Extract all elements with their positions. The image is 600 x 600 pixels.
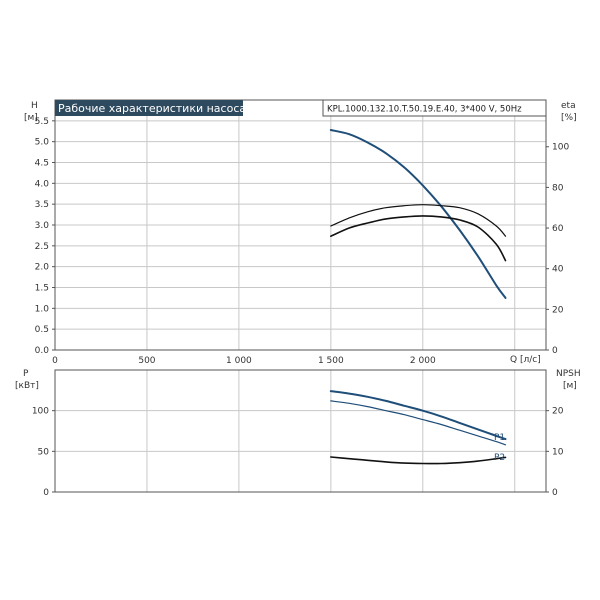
model-label: KPL.1000.132.10.T.50.19.E.40, 3*400 V, 5… <box>327 105 522 115</box>
eta-axis-label: eta <box>561 101 576 111</box>
top-x-tick-label: 500 <box>138 356 155 366</box>
top-left-tick-label: 0.5 <box>35 325 49 335</box>
bottom-left-tick-label: 0 <box>43 488 49 498</box>
top-left-tick-label: 0.0 <box>35 346 50 356</box>
head-axis-label: H <box>31 101 38 111</box>
top-right-tick-label: 60 <box>552 224 564 234</box>
series-label-p2: P2 <box>494 453 505 463</box>
top-right-tick-label: 40 <box>552 265 564 275</box>
bottom-left-tick-label: 50 <box>38 447 50 457</box>
head-axis-unit: [м] <box>24 113 38 123</box>
bottom-series-layer <box>329 390 507 465</box>
bottom-right-tick-label: 0 <box>552 488 558 498</box>
bottom-left-tick-label: 100 <box>32 407 49 417</box>
model-label-box <box>322 99 547 117</box>
top-left-tick-label: 3.5 <box>35 200 49 210</box>
npsh-axis-label: NPSH <box>556 369 581 379</box>
chart-title-background <box>55 100 243 116</box>
top-right-tick-label: 80 <box>552 183 564 193</box>
top-left-tick-label: 5.0 <box>35 138 50 148</box>
top-right-tick-label: 100 <box>552 143 569 153</box>
bottom-series-1-curve <box>330 400 507 446</box>
top-grid <box>54 100 546 351</box>
chart-title: Рабочие характеристики насоса <box>58 102 246 115</box>
top-left-tick-label: 2.0 <box>35 263 50 273</box>
npsh-axis-unit: [м] <box>563 381 577 391</box>
bottom-right-tick-label: 10 <box>552 447 564 457</box>
eta-axis-unit: [%] <box>561 113 577 123</box>
bottom-right-tick-label: 20 <box>552 407 564 417</box>
top-series-0-curve <box>329 129 507 299</box>
top-x-tick-label: 1 000 <box>226 356 252 366</box>
top-left-tick-label: 4.0 <box>35 179 50 189</box>
top-left-tick-label: 1.5 <box>35 284 49 294</box>
bottom-plot-frame <box>54 369 547 493</box>
series-label-p1: P1 <box>494 433 505 443</box>
top-tick-labels: 0.0 0.5 1.0 1.5 2.0 2.5 3.0 3.5 4.0 4.5 5.0 5.5 0 20 4… <box>35 117 570 366</box>
top-series-layer <box>329 129 507 299</box>
top-left-tick-label: 1.0 <box>35 304 50 314</box>
bottom-tick-labels: 0 50 100 0 10 20 <box>32 407 564 498</box>
top-x-tick-label: 1 500 <box>318 356 344 366</box>
top-left-tick-label: 4.5 <box>35 159 49 169</box>
top-right-tick-label: 20 <box>552 305 564 315</box>
bottom-grid <box>54 370 546 493</box>
flow-axis-label: Q [л/с] <box>510 355 541 365</box>
top-left-tick-label: 5.5 <box>35 117 49 127</box>
power-axis-unit: [кВт] <box>15 381 39 391</box>
top-x-tick-label: 2 000 <box>410 356 436 366</box>
top-series-1-curve <box>330 215 507 262</box>
top-left-tick-label: 2.5 <box>35 242 49 252</box>
top-series-2-curve <box>330 204 507 237</box>
bottom-series-2-curve <box>330 456 507 465</box>
power-axis-label: P <box>23 369 29 379</box>
top-x-tick-label: 0 <box>52 356 58 366</box>
top-right-tick-label: 0 <box>552 346 558 356</box>
top-left-tick-label: 3.0 <box>35 221 50 231</box>
bottom-series-0-curve <box>329 390 507 441</box>
